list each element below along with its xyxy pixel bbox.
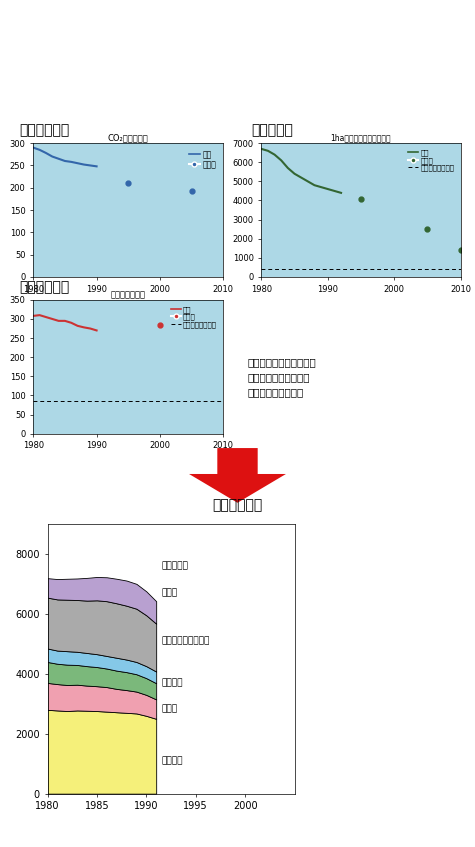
Title: 富栄養化等価量: 富栄養化等価量 <box>111 290 146 299</box>
Text: 気候変動指標: 気候変動指標 <box>19 123 69 137</box>
Legend: 現状, 目標線: 現状, 目標線 <box>186 147 219 172</box>
Text: 酸性化: 酸性化 <box>161 704 177 713</box>
Text: 他に有害化学物質指標、
廃棄物指標、オゾン層
破壊指標等がある。: 他に有害化学物質指標、 廃棄物指標、オゾン層 破壊指標等がある。 <box>247 357 316 396</box>
Text: 騒音・臭気: 騒音・臭気 <box>161 562 188 571</box>
Text: 気候変動: 気候変動 <box>161 756 182 765</box>
Text: 有害化学物質の拡散: 有害化学物質の拡散 <box>161 636 209 645</box>
Text: 富栄養化指標: 富栄養化指標 <box>19 280 69 294</box>
Text: 汚染総合指標: 汚染総合指標 <box>212 498 263 512</box>
Text: 富栄養化: 富栄養化 <box>161 678 182 688</box>
Text: 酸性化指標: 酸性化指標 <box>252 123 294 137</box>
Legend: 現状, 目標線, 持続可能なレベル: 現状, 目標線, 持続可能なレベル <box>405 147 457 174</box>
FancyArrow shape <box>189 448 286 503</box>
Title: CO₂換算等価値: CO₂換算等価値 <box>108 133 149 142</box>
Text: 廃棄物: 廃棄物 <box>161 589 177 598</box>
Title: 1ha当たりの酸性化等価値: 1ha当たりの酸性化等価値 <box>331 133 391 142</box>
Legend: 現状, 目標値, 持続可能なレベル: 現状, 目標値, 持続可能なレベル <box>168 303 220 331</box>
